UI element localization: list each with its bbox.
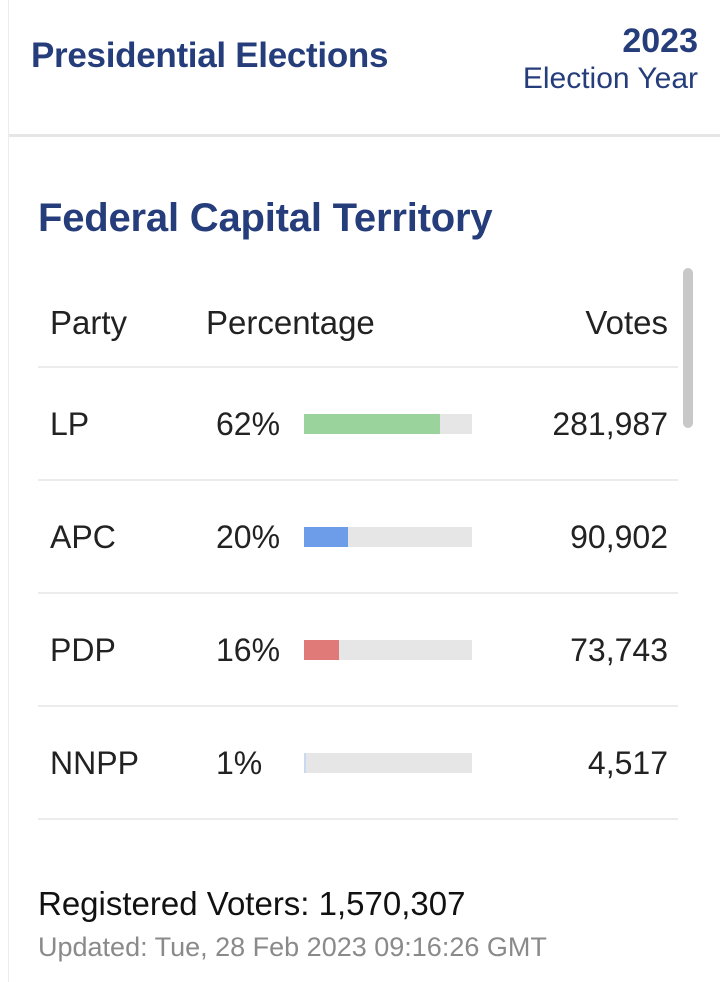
party-votes: 90,902 [570,519,668,555]
share-bar-fill [304,640,339,660]
scrollbar-thumb[interactable] [683,268,693,428]
share-bar-track [304,753,472,773]
registered-voters: Registered Voters: 1,570,307 [38,885,466,922]
header: Presidential Elections 2023 Election Yea… [0,0,720,135]
election-year-label: Election Year [522,62,698,95]
header-divider [9,134,720,137]
share-bar-track [304,527,472,547]
table-scrollbar[interactable] [683,268,693,850]
share-bar-fill [304,414,440,434]
row-divider [38,818,678,820]
party-name: APC [50,519,116,555]
column-header-votes: Votes [585,304,668,341]
party-votes: 73,743 [570,632,668,668]
party-percentage: 62% [216,406,281,442]
table-row: NNPP 1% 4,517 [38,707,678,819]
party-name: NNPP [50,745,139,781]
share-bar-track [304,414,472,434]
party-votes: 281,987 [552,406,668,442]
table-row: APC 20% 90,902 [38,481,678,593]
row-divider [38,479,678,481]
row-divider [38,592,678,594]
results-table[interactable]: Party Percentage Votes LP 62% 281,987 AP… [38,270,678,850]
page-title: Presidential Elections [31,36,389,75]
share-bar-fill [304,527,348,547]
updated-timestamp: Updated: Tue, 28 Feb 2023 09:16:26 GMT [38,932,547,962]
territory-title: Federal Capital Territory [38,196,493,240]
party-votes: 4,517 [587,745,668,781]
share-bar-track [304,640,472,660]
party-percentage: 16% [216,632,281,668]
party-percentage: 20% [216,519,281,555]
party-name: PDP [50,632,116,668]
row-divider [38,705,678,707]
party-name: LP [50,406,90,442]
share-bar-fill [304,753,306,773]
election-year-value: 2023 [622,22,698,60]
row-divider [38,366,678,368]
page-border [8,0,9,982]
table-row: LP 62% 281,987 [38,368,678,480]
column-header-party: Party [50,304,128,341]
table-row: PDP 16% 73,743 [38,594,678,706]
column-header-percentage: Percentage [206,304,375,341]
party-percentage: 1% [216,745,263,781]
